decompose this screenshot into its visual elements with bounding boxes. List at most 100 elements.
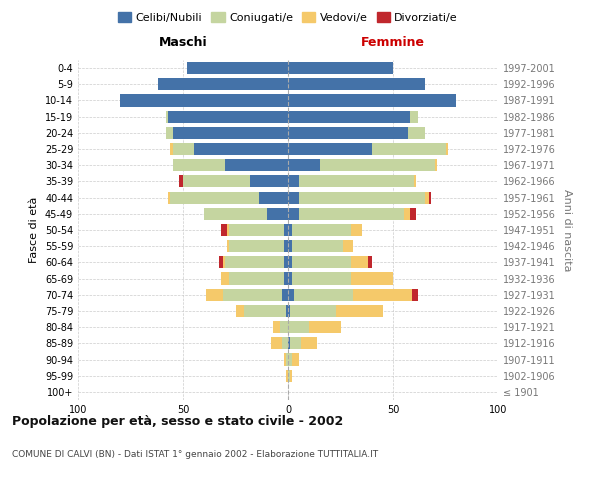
- Bar: [290, 338, 301, 349]
- Bar: [166, 110, 168, 122]
- Bar: [288, 305, 290, 317]
- Bar: [173, 159, 225, 172]
- Bar: [320, 159, 435, 172]
- Bar: [445, 143, 448, 155]
- Bar: [168, 110, 288, 122]
- Bar: [173, 143, 193, 155]
- Bar: [267, 208, 288, 220]
- Bar: [425, 192, 428, 203]
- Bar: [299, 208, 404, 220]
- Bar: [168, 192, 170, 203]
- Bar: [244, 305, 286, 317]
- Bar: [404, 208, 410, 220]
- Bar: [227, 224, 229, 236]
- Bar: [284, 240, 288, 252]
- Bar: [292, 272, 351, 284]
- Bar: [288, 370, 290, 382]
- Bar: [166, 127, 173, 139]
- Text: Femmine: Femmine: [361, 36, 425, 49]
- Bar: [343, 240, 353, 252]
- Bar: [284, 224, 288, 236]
- Bar: [158, 78, 288, 90]
- Bar: [288, 192, 299, 203]
- Bar: [410, 110, 418, 122]
- Y-axis label: Anni di nascita: Anni di nascita: [562, 188, 572, 271]
- Bar: [288, 354, 292, 366]
- Bar: [282, 338, 288, 349]
- Bar: [193, 143, 288, 155]
- Bar: [235, 305, 244, 317]
- Bar: [408, 127, 425, 139]
- Text: Popolazione per età, sesso e stato civile - 2002: Popolazione per età, sesso e stato civil…: [12, 415, 343, 428]
- Bar: [271, 338, 282, 349]
- Bar: [429, 192, 431, 203]
- Bar: [206, 288, 223, 301]
- Bar: [292, 354, 299, 366]
- Bar: [274, 321, 280, 333]
- Bar: [250, 176, 288, 188]
- Bar: [223, 288, 282, 301]
- Bar: [412, 288, 418, 301]
- Bar: [288, 78, 425, 90]
- Bar: [183, 176, 250, 188]
- Bar: [290, 370, 292, 382]
- Bar: [288, 224, 292, 236]
- Bar: [221, 224, 227, 236]
- Legend: Celibi/Nubili, Coniugati/e, Vedovi/e, Divorziati/e: Celibi/Nubili, Coniugati/e, Vedovi/e, Di…: [113, 8, 463, 28]
- Bar: [288, 256, 292, 268]
- Bar: [120, 94, 288, 106]
- Bar: [292, 224, 351, 236]
- Bar: [351, 224, 361, 236]
- Text: COMUNE DI CALVI (BN) - Dati ISTAT 1° gennaio 2002 - Elaborazione TUTTITALIA.IT: COMUNE DI CALVI (BN) - Dati ISTAT 1° gen…: [12, 450, 378, 459]
- Bar: [286, 354, 288, 366]
- Bar: [288, 240, 292, 252]
- Bar: [204, 208, 267, 220]
- Bar: [288, 127, 408, 139]
- Bar: [218, 256, 223, 268]
- Bar: [292, 240, 343, 252]
- Bar: [292, 256, 351, 268]
- Bar: [284, 256, 288, 268]
- Bar: [299, 192, 425, 203]
- Bar: [301, 338, 317, 349]
- Text: Maschi: Maschi: [158, 36, 208, 49]
- Bar: [227, 240, 229, 252]
- Bar: [288, 62, 393, 74]
- Bar: [288, 110, 410, 122]
- Bar: [351, 272, 393, 284]
- Bar: [288, 143, 372, 155]
- Bar: [288, 208, 299, 220]
- Bar: [288, 288, 295, 301]
- Bar: [337, 305, 383, 317]
- Bar: [410, 208, 416, 220]
- Bar: [284, 354, 286, 366]
- Bar: [225, 159, 288, 172]
- Bar: [368, 256, 372, 268]
- Bar: [290, 305, 337, 317]
- Bar: [288, 176, 299, 188]
- Bar: [282, 288, 288, 301]
- Bar: [229, 240, 284, 252]
- Bar: [223, 256, 225, 268]
- Bar: [170, 192, 259, 203]
- Bar: [229, 224, 284, 236]
- Bar: [225, 256, 284, 268]
- Bar: [173, 127, 288, 139]
- Bar: [280, 321, 288, 333]
- Bar: [221, 272, 229, 284]
- Bar: [309, 321, 341, 333]
- Bar: [286, 305, 288, 317]
- Bar: [288, 94, 456, 106]
- Bar: [288, 338, 290, 349]
- Bar: [187, 62, 288, 74]
- Bar: [288, 272, 292, 284]
- Bar: [351, 256, 368, 268]
- Bar: [288, 321, 309, 333]
- Bar: [288, 159, 320, 172]
- Bar: [179, 176, 183, 188]
- Bar: [284, 272, 288, 284]
- Bar: [286, 370, 288, 382]
- Y-axis label: Fasce di età: Fasce di età: [29, 197, 39, 263]
- Bar: [372, 143, 445, 155]
- Bar: [299, 176, 414, 188]
